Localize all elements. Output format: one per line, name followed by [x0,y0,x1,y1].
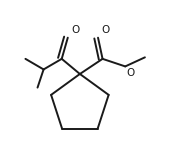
Text: O: O [126,68,134,78]
Text: O: O [72,25,80,35]
Text: O: O [102,25,110,35]
